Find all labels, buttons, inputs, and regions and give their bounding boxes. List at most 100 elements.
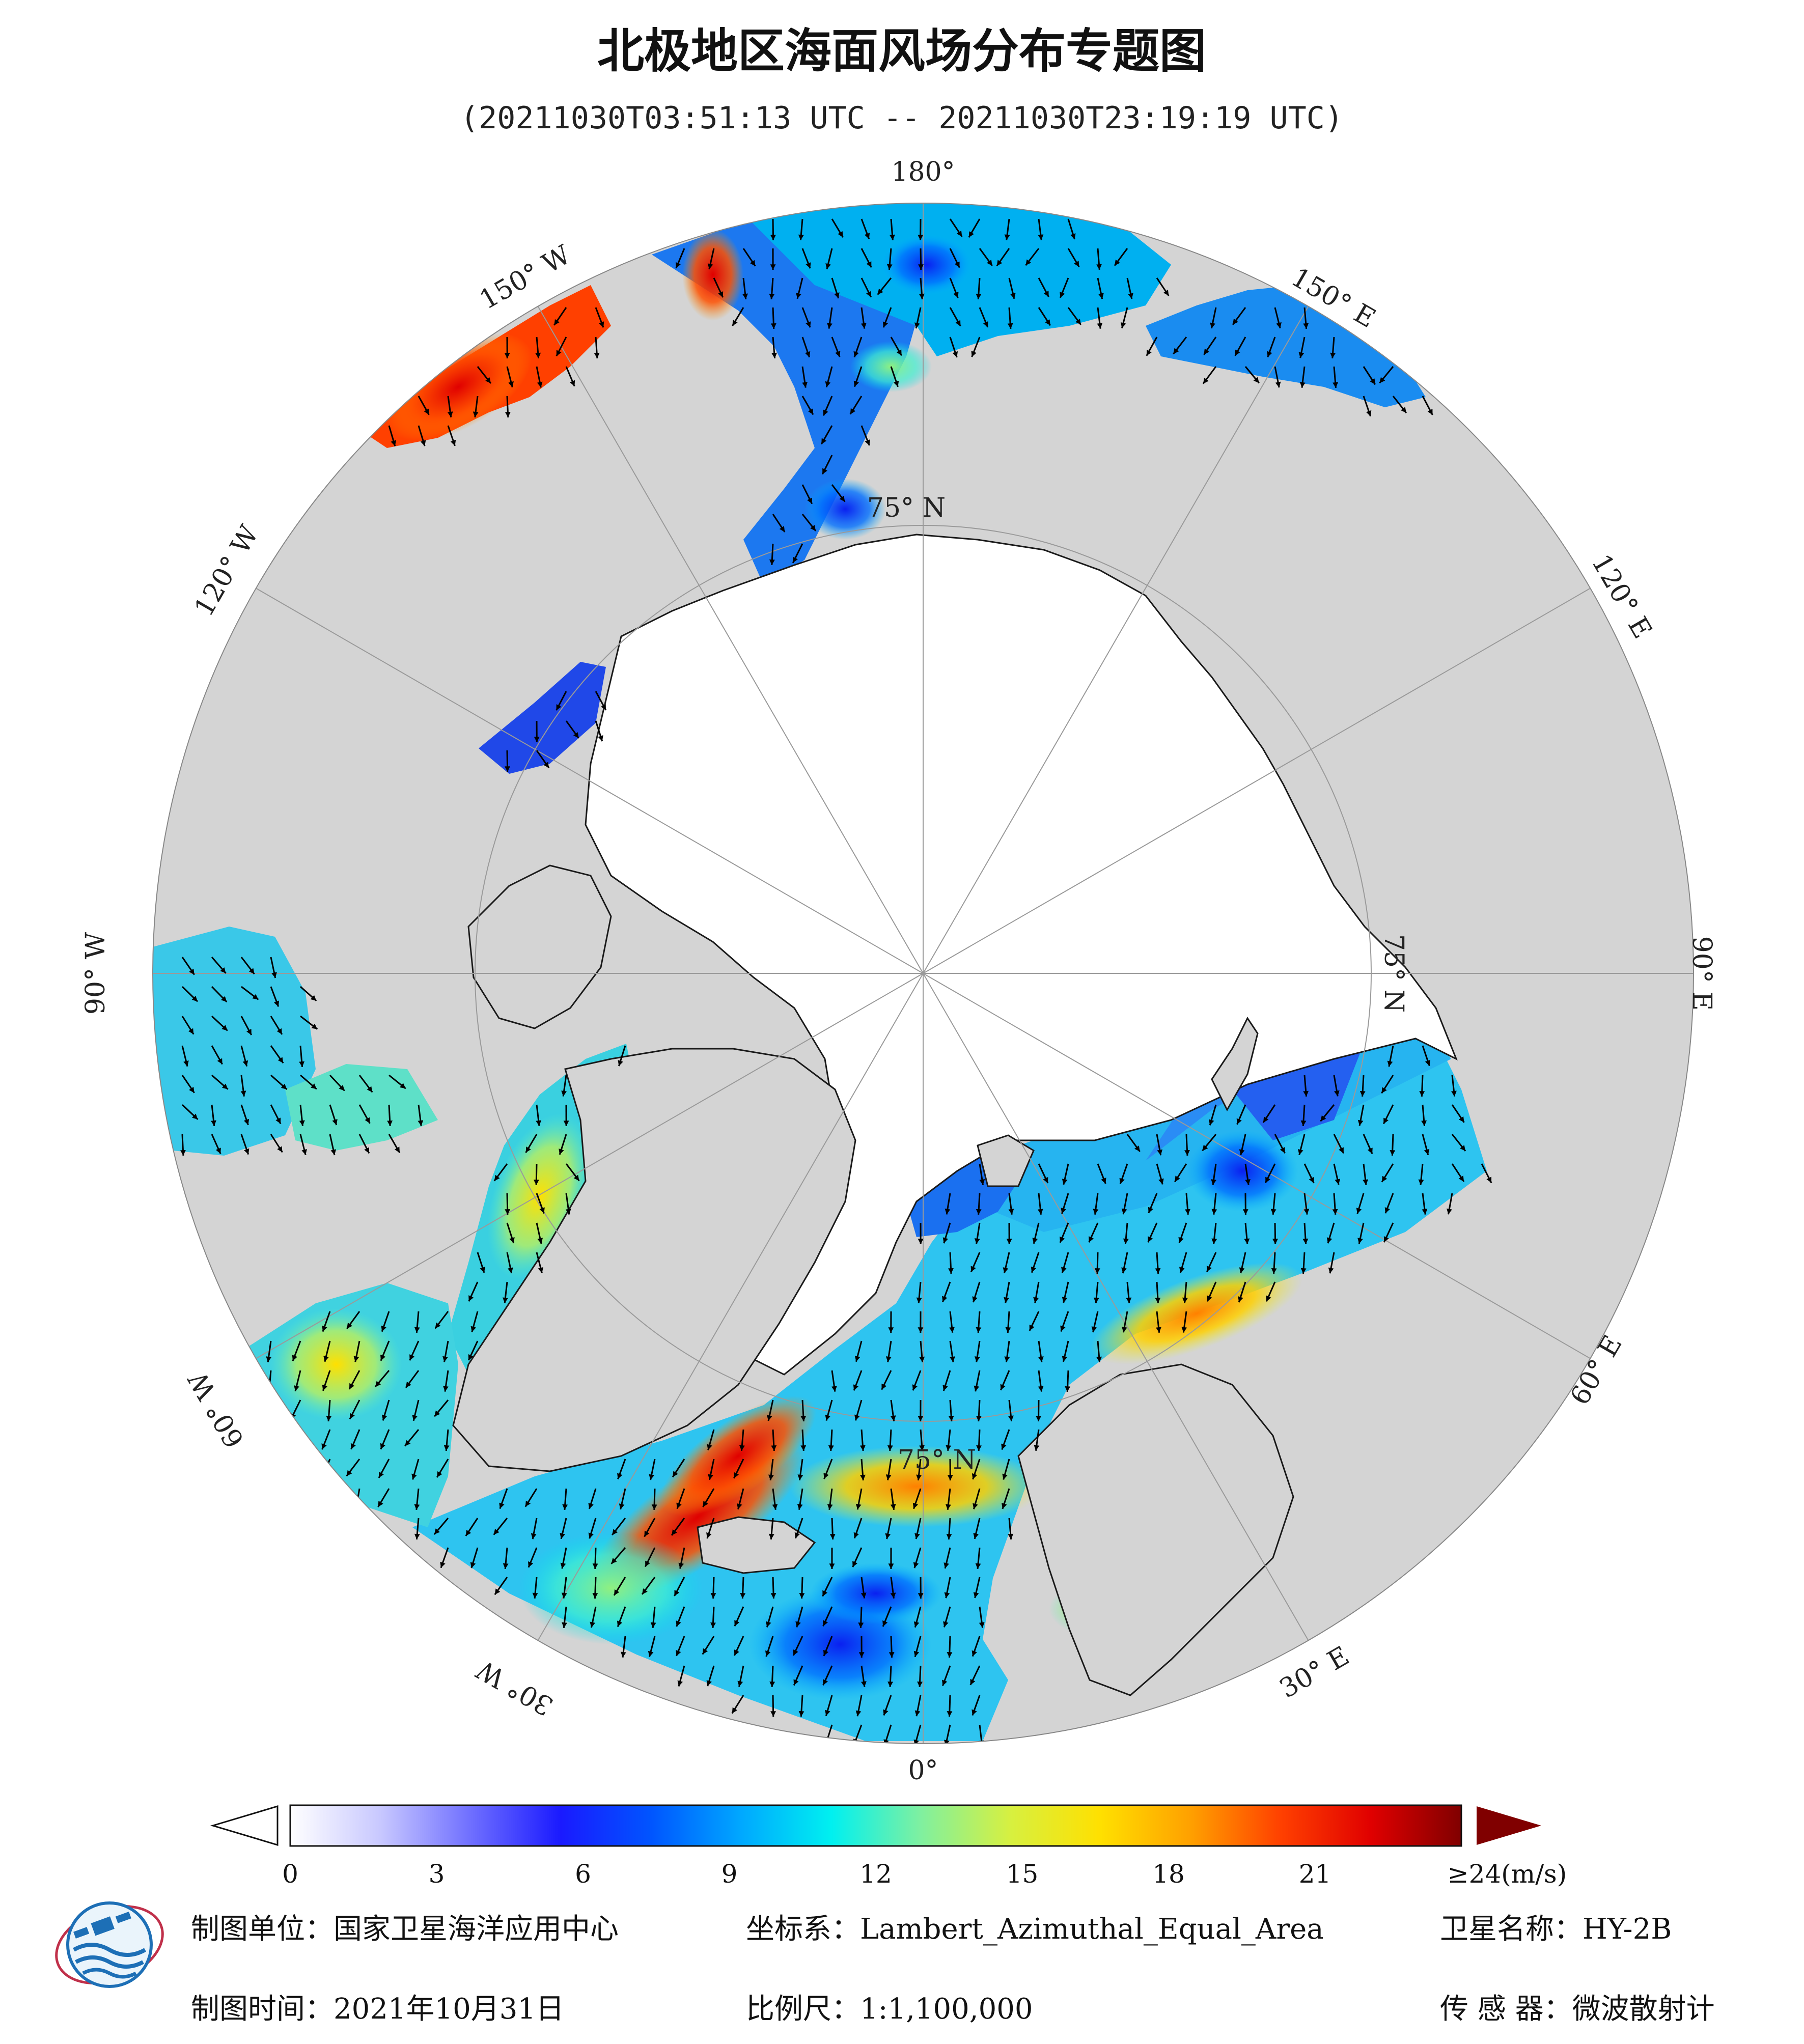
- wind-arrow: [801, 396, 814, 415]
- wind-arrow: [292, 1340, 301, 1361]
- wind-arrow: [447, 396, 453, 417]
- wind-arrow: [1422, 1045, 1431, 1067]
- wind-arrow: [1038, 1163, 1049, 1184]
- wind-arrow: [1451, 1075, 1457, 1097]
- wind-arrow: [505, 396, 511, 418]
- wind-arrow: [675, 248, 685, 269]
- wind-arrow: [702, 1488, 715, 1507]
- wind-arrow: [917, 1665, 923, 1688]
- wind-arrow: [1000, 1370, 1010, 1391]
- wind-arrow: [592, 1547, 598, 1570]
- wind-arrow: [1422, 1134, 1430, 1155]
- wind-arrow: [949, 1311, 955, 1333]
- wind-arrow: [949, 218, 963, 237]
- wind-arrow: [1006, 1222, 1012, 1245]
- wind-arrow: [1274, 1134, 1286, 1154]
- wind-arrow: [798, 218, 804, 240]
- wind-arrow: [949, 277, 959, 298]
- wind-arrow: [536, 1104, 542, 1126]
- colorbar-tick-labels: 0 3 6 9 12 15 18 21 ≥24(m/s): [282, 1859, 1567, 1889]
- wind-arrow: [672, 1459, 685, 1478]
- wind-arrow: [300, 1074, 317, 1090]
- map-subtitle: (20211030T03:51:13 UTC -- 20211030T23:19…: [460, 100, 1343, 136]
- sea-ice: [585, 534, 1458, 1376]
- wind-arrow: [766, 1606, 774, 1628]
- wind-arrow: [1156, 1163, 1164, 1185]
- wind-arrow: [1067, 248, 1080, 267]
- wind-arrow: [1262, 1104, 1276, 1123]
- wind-arrow: [1178, 1222, 1187, 1244]
- wind-arrow: [1265, 1281, 1276, 1302]
- wind-arrow: [506, 1252, 513, 1274]
- wind-arrow: [418, 396, 430, 415]
- wind-arrow: [976, 277, 982, 300]
- wind-arrow: [1121, 1252, 1128, 1274]
- wind-arrow: [1062, 1340, 1069, 1362]
- wind-arrow: [854, 1399, 863, 1421]
- wind-arrow: [861, 1665, 867, 1687]
- wind-arrow: [436, 1459, 449, 1478]
- wind-arrow: [1001, 1429, 1010, 1450]
- wind-arrow: [888, 1547, 894, 1570]
- polar-map: [153, 203, 1694, 1744]
- wind-arrow: [861, 218, 870, 239]
- wind-arrow: [860, 1459, 866, 1480]
- wind-arrow: [1097, 1163, 1106, 1184]
- wind-arrow: [1038, 307, 1051, 326]
- wind-arrow: [919, 277, 925, 299]
- wind-arrow: [358, 1134, 370, 1154]
- meridian-line: [537, 306, 924, 974]
- wind-arrow: [1093, 1281, 1099, 1303]
- wind-arrow: [918, 218, 924, 241]
- wind-arrow: [561, 1577, 567, 1599]
- wind-arrow: [329, 1104, 338, 1126]
- wind-arrow: [1126, 1134, 1141, 1152]
- wind-arrow: [1206, 1281, 1217, 1302]
- wind-arrow: [949, 307, 961, 327]
- wind-arrow: [381, 1311, 390, 1332]
- wind-arrow: [825, 1695, 833, 1716]
- canadian-archipelago: [467, 864, 612, 1029]
- wind-arrow: [1120, 307, 1128, 329]
- wind-arrow: [918, 1222, 924, 1245]
- wind-arrow: [793, 1665, 803, 1686]
- colorbar-tick-label: 12: [859, 1859, 892, 1889]
- wind-arrow: [648, 1636, 656, 1658]
- wind-arrow: [1097, 307, 1103, 329]
- wind-arrow: [913, 1636, 922, 1657]
- wind-arrow: [493, 1163, 508, 1182]
- meridian-line: [923, 973, 1309, 1641]
- wind-arrow: [321, 1429, 331, 1450]
- wind-arrow: [979, 248, 993, 266]
- wind-arrow: [322, 1311, 331, 1332]
- wind-arrow: [827, 1488, 833, 1510]
- wind-arrow: [829, 1518, 836, 1540]
- wind-arrow: [1004, 218, 1010, 240]
- colorbar: 0 3 6 9 12 15 18 21 ≥24(m/s): [210, 1804, 1567, 1889]
- wind-arrow: [592, 1577, 598, 1599]
- wind-arrow: [565, 366, 575, 387]
- graticule: [153, 203, 1694, 1744]
- wind-arrow: [563, 1104, 569, 1127]
- wind-arrow: [942, 1281, 951, 1302]
- wind-arrow: [918, 1399, 924, 1422]
- wind-arrow: [1091, 1311, 1099, 1333]
- wind-arrow: [300, 986, 317, 1002]
- wind-arrow: [505, 1193, 511, 1215]
- wind-arrow: [1002, 1459, 1010, 1480]
- meridian-line: [256, 973, 924, 1359]
- wind-arrow: [1005, 1311, 1011, 1333]
- wind-arrow: [1206, 1252, 1217, 1272]
- wind-arrow: [767, 1399, 774, 1421]
- wind-arrow: [971, 337, 981, 357]
- wind-arrow: [346, 1311, 360, 1329]
- wind-arrow: [1061, 1193, 1069, 1214]
- wind-arrow: [918, 1311, 924, 1333]
- wind-arrow: [1333, 366, 1339, 388]
- wind-arrow: [1147, 1222, 1158, 1243]
- wind-arrow: [972, 1695, 981, 1716]
- wind-arrow: [823, 1459, 833, 1479]
- wind-arrow: [1008, 1399, 1014, 1421]
- wind-arrow: [708, 1459, 715, 1480]
- wind-arrow: [560, 1518, 567, 1539]
